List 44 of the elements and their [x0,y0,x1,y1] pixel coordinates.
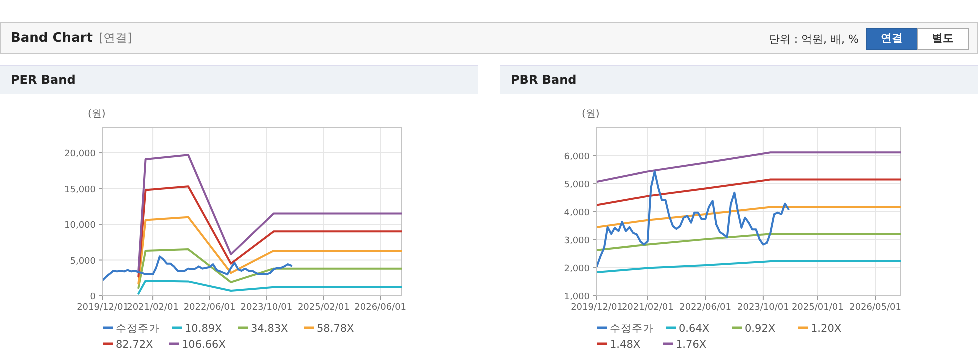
x-tick-label: 2021/02/01 [622,303,674,313]
y-tick-label: 6,000 [564,152,590,162]
x-tick-label: 2023/10/01 [240,303,293,313]
y-tick-label: 1,000 [564,292,590,302]
x-tick-label: 2025/01/01 [792,303,844,313]
legend-label: 0.92X [745,323,776,335]
x-tick-label: 2026/06/01 [354,303,407,313]
y-axis-title: (원) [582,109,600,120]
y-tick-label: 10,000 [64,221,96,232]
y-tick-label: 5,000 [564,180,590,190]
legend-label: 1.76X [676,339,707,351]
x-tick-label: 2023/10/01 [738,303,790,313]
chart-title: PER Band [0,65,478,94]
legend-label: 수정주가 [610,323,654,335]
y-tick-label: 5,000 [70,256,96,267]
text: Band Chart [11,31,93,46]
y-tick-label: 0 [90,292,96,302]
legend-label: 58.78X [317,323,354,335]
x-tick-label: 2022/06/01 [184,303,236,313]
x-tick-label: 2022/06/01 [680,303,732,313]
y-tick-label: 3,000 [564,236,590,246]
y-tick-label: 15,000 [64,185,96,196]
legend-label: 1.20X [811,323,842,335]
legend-label: 106.66X [182,339,226,351]
y-tick-label: 2,000 [564,264,590,274]
legend-label: 1.48X [610,339,641,351]
text: 연결 [866,28,918,50]
legend-label: 10.89X [185,323,222,335]
y-tick-label: 20,000 [64,150,96,160]
x-tick-label: 2025/02/01 [298,303,350,313]
y-axis-title: (원) [88,109,106,120]
text: [연결] [98,31,132,45]
x-tick-label: 2019/12/01 [77,303,129,313]
y-tick-label: 4,000 [564,208,590,218]
x-tick-label: 2021/02/01 [127,303,179,313]
chart-title: PBR Band [500,65,978,94]
legend-label: 수정주가 [116,323,160,335]
legend-label: 34.83X [251,323,288,335]
legend-label: 82.72X [116,339,154,351]
x-tick-label: 2019/12/01 [571,303,623,313]
text: 단위 : 억원, 배, % [768,32,859,47]
x-tick-label: 2026/05/01 [850,303,902,313]
legend-label: 0.64X [679,323,710,335]
text: 별도 [917,28,969,50]
